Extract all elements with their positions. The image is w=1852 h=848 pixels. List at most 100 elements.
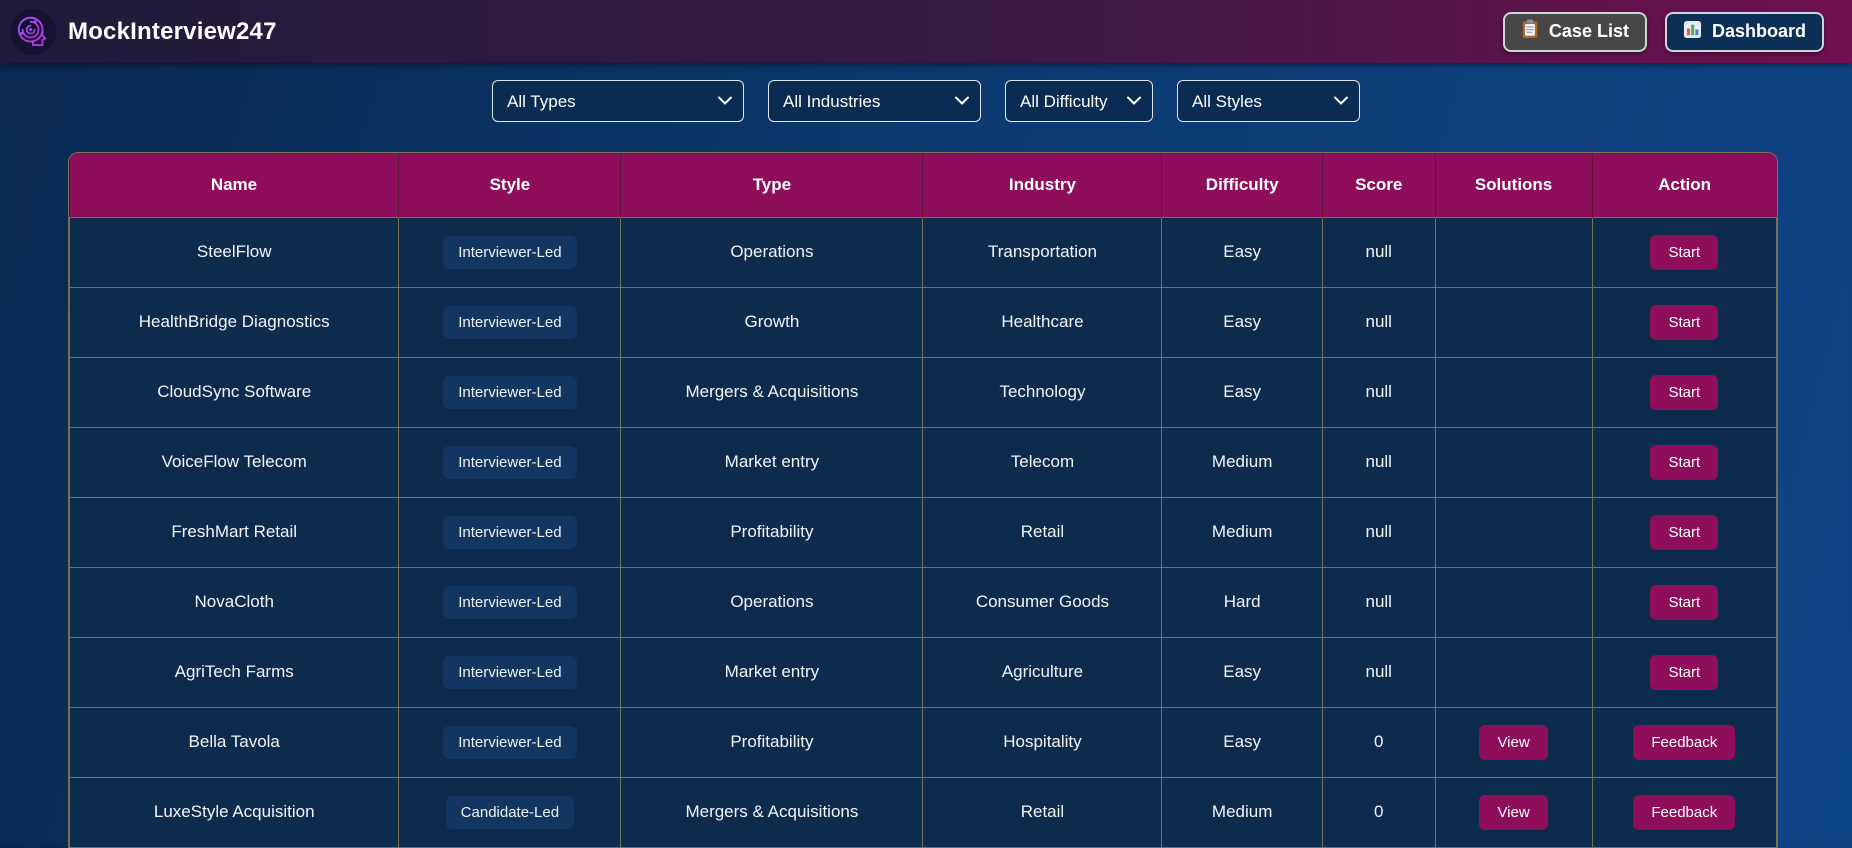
- case-type: Mergers & Acquisitions: [685, 802, 859, 821]
- case-list-label: Case List: [1548, 21, 1629, 41]
- case-score: 0: [1373, 732, 1384, 751]
- style-badge: Interviewer-Led: [443, 375, 577, 409]
- dashboard-label: Dashboard: [1711, 21, 1806, 41]
- case-industry: Hospitality: [1003, 732, 1082, 751]
- view-solution-button[interactable]: View: [1479, 794, 1548, 830]
- case-name: SteelFlow: [196, 242, 272, 261]
- case-type: Market entry: [724, 452, 820, 471]
- view-solution-button[interactable]: View: [1479, 724, 1548, 760]
- case-name: FreshMart Retail: [171, 522, 298, 541]
- case-industry: Retail: [1020, 802, 1065, 821]
- case-score: null: [1365, 662, 1392, 681]
- table-row: HealthBridge Diagnostics Interviewer-Led…: [69, 286, 1777, 358]
- case-score: null: [1365, 452, 1392, 471]
- case-industry: Telecom: [1010, 452, 1075, 471]
- feedback-button[interactable]: Feedback: [1633, 794, 1736, 830]
- table-row: Bella Tavola Interviewer-Led Profitabili…: [69, 706, 1777, 778]
- feedback-button[interactable]: Feedback: [1633, 724, 1736, 760]
- start-case-button[interactable]: Start: [1650, 654, 1719, 690]
- start-case-button[interactable]: Start: [1650, 234, 1719, 270]
- case-score: null: [1365, 522, 1392, 541]
- case-difficulty: Medium: [1211, 522, 1273, 541]
- table-row: AgriTech Farms Interviewer-Led Market en…: [69, 636, 1777, 708]
- table-row: SteelFlow Interviewer-Led Operations Tra…: [69, 216, 1777, 288]
- style-filter-select[interactable]: All Styles: [1177, 80, 1360, 122]
- start-case-button[interactable]: Start: [1650, 444, 1719, 480]
- app-title: MockInterview247: [68, 17, 277, 45]
- difficulty-filter-select[interactable]: All Difficulty: [1005, 80, 1153, 122]
- case-score: null: [1365, 242, 1392, 261]
- column-header-action: Action: [1592, 153, 1777, 217]
- case-list-button[interactable]: Case List: [1502, 11, 1647, 52]
- header-actions: Case List Dashboard: [1502, 11, 1824, 52]
- filter-bar: All Types All Industries All Difficulty …: [0, 80, 1852, 122]
- case-score: null: [1365, 592, 1392, 611]
- table-row: FreshMart Retail Interviewer-Led Profita…: [69, 496, 1777, 568]
- case-score: null: [1365, 312, 1392, 331]
- brain-maze-icon: [10, 8, 56, 55]
- case-industry: Transportation: [987, 242, 1097, 261]
- style-badge: Candidate-Led: [445, 795, 575, 829]
- case-industry: Technology: [999, 382, 1086, 401]
- app-header: MockInterview247 Case List: [0, 0, 1852, 63]
- start-case-button[interactable]: Start: [1650, 514, 1719, 550]
- case-type: Operations: [730, 242, 814, 261]
- style-badge: Interviewer-Led: [443, 515, 577, 549]
- brand: MockInterview247: [10, 8, 277, 55]
- case-difficulty: Hard: [1223, 592, 1261, 611]
- table-row: CloudSync Software Interviewer-Led Merge…: [69, 356, 1777, 428]
- case-name: VoiceFlow Telecom: [161, 452, 307, 471]
- case-difficulty: Easy: [1223, 312, 1262, 331]
- style-badge: Interviewer-Led: [443, 585, 577, 619]
- case-industry: Consumer Goods: [975, 592, 1110, 611]
- column-header-name: Name: [69, 153, 400, 217]
- style-badge: Interviewer-Led: [443, 655, 577, 689]
- case-difficulty: Easy: [1223, 732, 1262, 751]
- start-case-button[interactable]: Start: [1650, 374, 1719, 410]
- case-name: NovaCloth: [194, 592, 274, 611]
- style-badge: Interviewer-Led: [443, 725, 577, 759]
- column-header-difficulty: Difficulty: [1161, 153, 1323, 217]
- case-type: Market entry: [724, 662, 820, 681]
- case-industry: Retail: [1020, 522, 1065, 541]
- case-name: AgriTech Farms: [174, 662, 294, 681]
- case-type: Operations: [730, 592, 814, 611]
- dashboard-button[interactable]: Dashboard: [1664, 11, 1824, 52]
- case-name: Bella Tavola: [188, 732, 280, 751]
- cases-table: Name Style Type Industry Difficulty Scor…: [68, 152, 1778, 848]
- column-header-style: Style: [398, 153, 622, 217]
- case-name: LuxeStyle Acquisition: [153, 802, 315, 821]
- style-badge: Interviewer-Led: [443, 305, 577, 339]
- case-difficulty: Easy: [1223, 662, 1262, 681]
- style-badge: Interviewer-Led: [443, 445, 577, 479]
- table-row: NovaCloth Interviewer-Led Operations Con…: [69, 566, 1777, 638]
- industry-filter-select[interactable]: All Industries: [768, 80, 981, 122]
- table-header-row: Name Style Type Industry Difficulty Scor…: [69, 153, 1777, 217]
- table-row: LuxeStyle Acquisition Candidate-Led Merg…: [69, 776, 1777, 848]
- bar-chart-icon: [1683, 20, 1702, 44]
- table-row: VoiceFlow Telecom Interviewer-Led Market…: [69, 426, 1777, 498]
- case-type: Profitability: [730, 522, 814, 541]
- case-score: 0: [1373, 802, 1384, 821]
- case-score: null: [1365, 382, 1392, 401]
- case-difficulty: Easy: [1223, 382, 1262, 401]
- clipboard-icon: [1521, 19, 1539, 44]
- column-header-type: Type: [620, 153, 924, 217]
- column-header-industry: Industry: [922, 153, 1163, 217]
- type-filter-select[interactable]: All Types: [492, 80, 744, 122]
- style-badge: Interviewer-Led: [443, 235, 577, 269]
- column-header-score: Score: [1322, 153, 1436, 217]
- case-name: CloudSync Software: [157, 382, 312, 401]
- case-type: Profitability: [730, 732, 814, 751]
- case-name: HealthBridge Diagnostics: [138, 312, 330, 331]
- start-case-button[interactable]: Start: [1650, 584, 1719, 620]
- case-difficulty: Medium: [1211, 452, 1273, 471]
- start-case-button[interactable]: Start: [1650, 304, 1719, 340]
- case-difficulty: Medium: [1211, 802, 1273, 821]
- case-difficulty: Easy: [1223, 242, 1262, 261]
- case-industry: Agriculture: [1001, 662, 1084, 681]
- case-type: Mergers & Acquisitions: [685, 382, 859, 401]
- case-industry: Healthcare: [1001, 312, 1084, 331]
- column-header-solutions: Solutions: [1435, 153, 1593, 217]
- case-type: Growth: [744, 312, 800, 331]
